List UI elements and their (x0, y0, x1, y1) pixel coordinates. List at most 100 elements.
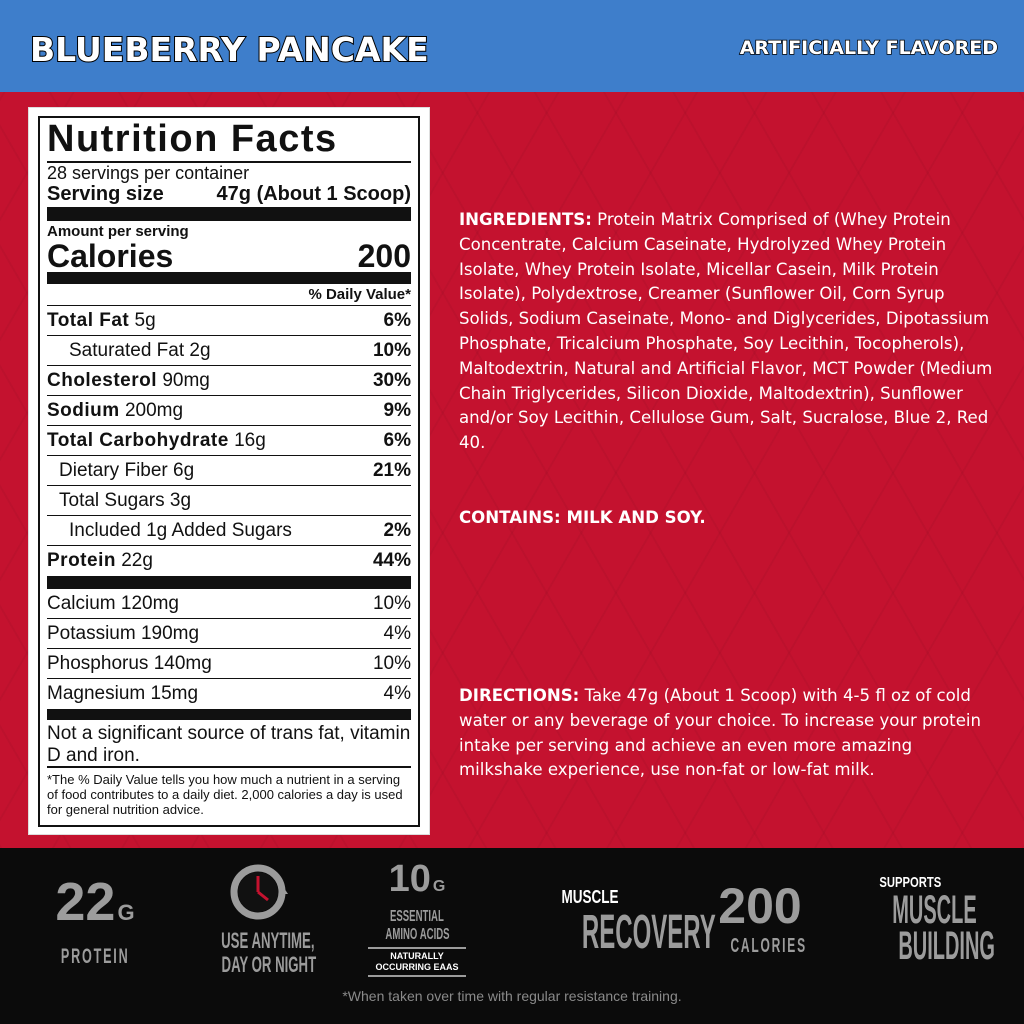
nutrient-amount: 22g (121, 550, 153, 571)
calories-row: Calories 200 (47, 240, 411, 272)
badge-recovery: MUSCLE RECOVERY (515, 886, 716, 958)
flavor-name: BLUEBERRY PANCAKE (29, 29, 430, 70)
serving-size: Serving size 47g (About 1 Scoop) (47, 183, 411, 205)
nutrient-name: Calcium 120mg (47, 589, 179, 618)
ingredients-label: INGREDIENTS: (459, 210, 592, 229)
ingredients: INGREDIENTS: Protein Matrix Comprised of… (459, 208, 999, 456)
badge-anytime: USE ANYTIME, DAY OR NIGHT (190, 860, 330, 977)
nutrient-amount: 2g (189, 340, 211, 361)
daily-value-footnote: *The % Daily Value tells you how much a … (47, 772, 403, 817)
nutrient-row: Included 1g Added Sugars 2% (47, 516, 411, 546)
nutrient-label: Potassium (47, 623, 136, 644)
nutrition-facts-label: Nutrition Facts 28 servings per containe… (28, 107, 430, 835)
building-line1: MUSCLE (892, 888, 977, 932)
nutrient-amount: 200mg (124, 400, 184, 421)
nutrient-label: Phosphorus (47, 653, 149, 674)
nutrient-label: Cholesterol (47, 370, 158, 391)
eaa-line1: ESSENTIAL (390, 908, 444, 925)
calories-badge-label: CALORIES (730, 935, 807, 957)
directions-label: DIRECTIONS: (459, 686, 580, 705)
badge-eaa: 10 G ESSENTIAL AMINO ACIDS NATURALLY OCCURR… (362, 858, 472, 977)
nutrient-name: Phosphorus 140mg (47, 649, 212, 678)
nutrient-row: Calcium 120mg 10% (47, 589, 411, 619)
disclaimer: *When taken over time with regular resis… (342, 988, 682, 1004)
nutrient-daily-value: 4% (383, 623, 411, 644)
nutrient-daily-value: 6% (383, 430, 411, 451)
nutrient-daily-value: 44% (372, 550, 411, 571)
eaa-line2: AMINO ACIDS (384, 926, 450, 943)
nutrient-label: Dietary Fiber (59, 460, 168, 481)
amount-per-serving: Amount per serving (47, 223, 189, 240)
nutrient-row: Saturated Fat 2g 10% (47, 336, 411, 366)
anytime-line1: USE ANYTIME, (221, 928, 315, 953)
eaa-note1: NATURALLY (390, 951, 444, 961)
nutrient-daily-value: 10% (372, 340, 411, 361)
nutrient-amount: 6g (173, 460, 195, 481)
nutrient-daily-value: 9% (383, 400, 411, 421)
nutrient-daily-value: 10% (372, 653, 411, 674)
calories-label: Calories (47, 238, 174, 274)
nutrient-amount: 15mg (150, 683, 199, 704)
nutrient-amount: 3g (169, 490, 192, 511)
nutrient-label: Total Carbohydrate (47, 430, 229, 451)
nutrition-title: Nutrition Facts (47, 118, 411, 163)
nutrient-daily-value: 10% (372, 593, 411, 614)
protein-label: PROTEIN (60, 945, 130, 968)
not-significant-note: Not a significant source of trans fat, v… (47, 720, 411, 768)
badge-calories: 200 CALORIES (705, 878, 815, 958)
nutrient-daily-value: 4% (383, 683, 411, 704)
nutrient-row: Dietary Fiber 6g 21% (47, 456, 411, 486)
nutrient-name: Total Fat 5g (47, 306, 156, 335)
building-top: SUPPORTS (879, 874, 941, 891)
nutrient-amount: 140mg (153, 653, 212, 674)
protein-value: 22 (55, 872, 116, 932)
calories-badge-value: 200 (718, 878, 802, 934)
nutrient-row: Cholesterol 90mg 30% (47, 366, 411, 396)
clock-icon (230, 864, 288, 920)
nutrient-amount: 16g (234, 430, 266, 451)
nutrient-row: Sodium 200mg 9% (47, 396, 411, 426)
recovery-main: RECOVERY (581, 906, 716, 959)
nutrient-row: Total Sugars 3g (47, 486, 411, 516)
nutrient-label: Protein (47, 550, 116, 571)
nutrient-name: Potassium 190mg (47, 619, 199, 648)
nutrient-name: Saturated Fat 2g (47, 336, 211, 365)
eaa-value: 10 (388, 858, 431, 900)
nutrient-daily-value: 30% (372, 370, 411, 391)
benefits-footer: 22G PROTEIN USE ANYTIME, DAY OR NIGHT 10 G… (0, 848, 1024, 1024)
flavor-note: ARTIFICIALLY FLAVORED (739, 36, 999, 60)
allergen-statement: CONTAINS: MILK AND SOY. (459, 508, 706, 527)
nutrient-name: Cholesterol 90mg (47, 366, 210, 395)
nutrient-amount: 120mg (120, 593, 180, 614)
divider-thick (47, 709, 411, 720)
building-line2: BUILDING (898, 924, 995, 968)
serving-size-label: Serving size (47, 183, 164, 205)
nutrient-name: Included 1g Added Sugars (47, 516, 292, 545)
protein-unit: G (117, 900, 135, 925)
nutrient-row: Protein 22g 44% (47, 546, 411, 576)
divider-thick (47, 207, 411, 221)
nutrient-row: Total Fat 5g 6% (47, 306, 411, 336)
ingredients-text: Protein Matrix Comprised of (Whey Protei… (459, 210, 993, 453)
directions: DIRECTIONS: Take 47g (About 1 Scoop) wit… (459, 684, 999, 783)
nutrient-amount: 190mg (140, 623, 200, 644)
nutrient-name: Magnesium 15mg (47, 679, 198, 709)
anytime-line2: DAY OR NIGHT (221, 952, 317, 977)
header-banner: BLUEBERRY PANCAKE ARTIFICIALLY FLAVORED (0, 0, 1024, 92)
servings-per-container: 28 servings per container (47, 163, 250, 183)
daily-value-header: % Daily Value* (47, 284, 411, 306)
eaa-unit: G (432, 878, 446, 895)
nutrient-amount: 5g (134, 310, 156, 331)
nutrient-name: Sodium 200mg (47, 396, 183, 425)
nutrient-label: Saturated Fat (69, 340, 185, 361)
nutrient-name: Total Carbohydrate 16g (47, 426, 266, 455)
nutrient-amount: 90mg (162, 370, 210, 391)
calories-value: 200 (357, 238, 411, 274)
nutrient-label: Total Fat (47, 310, 130, 331)
nutrient-daily-value: 21% (372, 460, 411, 481)
divider-thick (47, 576, 411, 589)
nutrient-label: Included 1g Added Sugars (69, 520, 292, 541)
nutrient-daily-value: 2% (383, 520, 411, 541)
nutrient-row: Total Carbohydrate 16g 6% (47, 426, 411, 456)
